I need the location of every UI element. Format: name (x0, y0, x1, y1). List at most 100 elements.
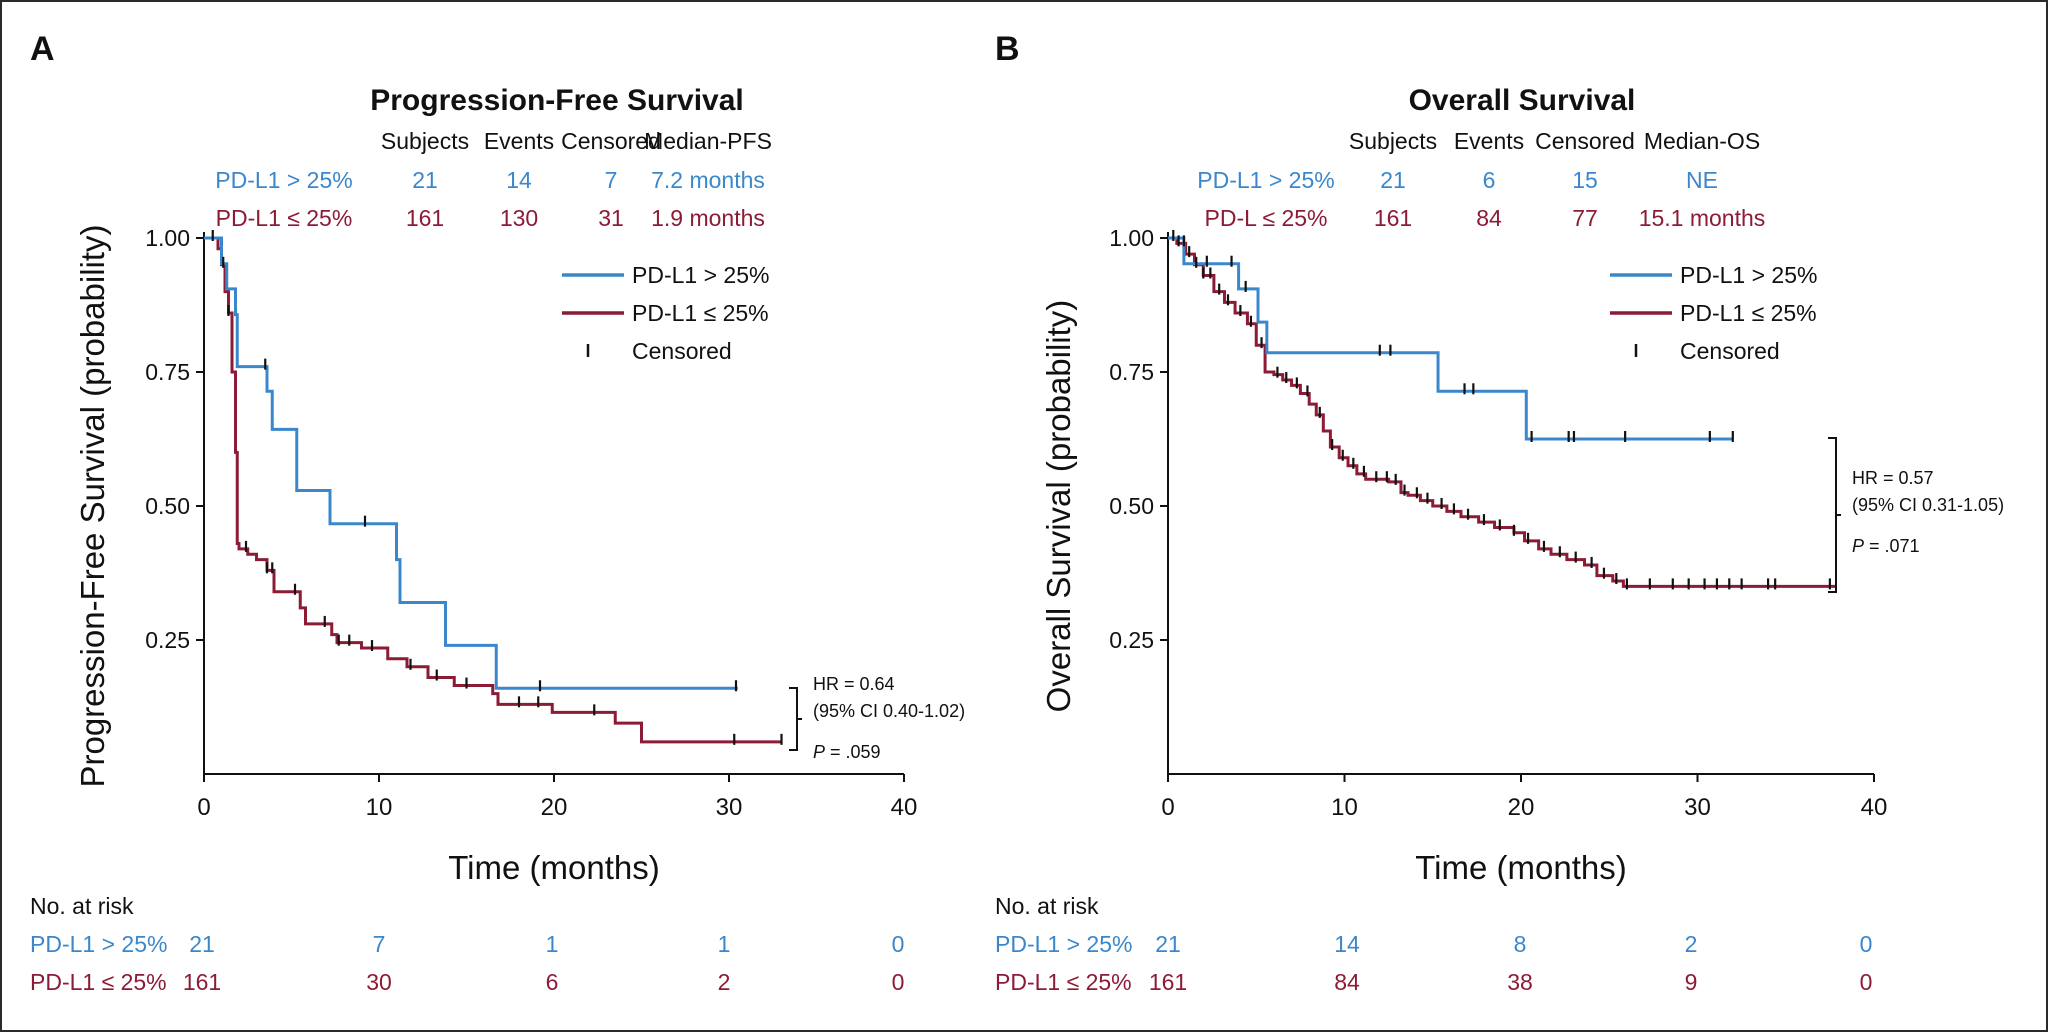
summary-cell: NE (1686, 167, 1718, 193)
summary-cell: 7 (605, 167, 618, 193)
p-label: P (813, 742, 825, 762)
summary-cell: 161 (1374, 205, 1412, 231)
risk-cell: 21 (1155, 931, 1181, 957)
hr-bracket (1828, 437, 1837, 593)
x-tick-label: 10 (1331, 794, 1358, 821)
summary-cell: 31 (598, 205, 624, 231)
survival-curve-high (1168, 236, 1733, 441)
x-axis-label: Time (months) (1415, 849, 1626, 886)
hr-text: HR = 0.64 (813, 674, 895, 694)
risk-row-label: PD-L1 ≤ 25% (30, 969, 167, 995)
risk-cell: 2 (1685, 931, 1698, 957)
panel-letter: B (995, 30, 1020, 68)
hr-bracket (789, 687, 798, 751)
chart-title: Overall Survival (1409, 84, 1636, 117)
summary-cell: 21 (412, 167, 438, 193)
risk-table-title: No. at risk (30, 893, 134, 919)
x-axis-label: Time (months) (448, 849, 659, 886)
risk-cell: 161 (1149, 969, 1187, 995)
summary-header: Events (484, 128, 554, 154)
p-label: P (1852, 536, 1864, 556)
summary-cell: 77 (1572, 205, 1598, 231)
x-tick-label: 0 (1161, 794, 1174, 821)
y-tick-label: 0.50 (145, 493, 190, 519)
risk-table-title: No. at risk (995, 893, 1099, 919)
risk-cell: 84 (1334, 969, 1360, 995)
summary-cell: 130 (500, 205, 538, 231)
y-tick-label: 0.50 (1109, 493, 1154, 519)
risk-cell: 8 (1514, 931, 1527, 957)
summary-row-label: PD-L1 > 25% (1197, 167, 1334, 193)
y-tick-label: 0.75 (1109, 359, 1154, 385)
summary-header: Subjects (1349, 128, 1437, 154)
legend-label: PD-L1 > 25% (632, 262, 769, 288)
risk-cell: 0 (892, 969, 905, 995)
summary-header: Censored (561, 128, 661, 154)
summary-row-label: PD-L1 ≤ 25% (216, 205, 353, 231)
summary-cell: 15.1 months (1639, 205, 1766, 231)
risk-cell: 161 (183, 969, 221, 995)
risk-cell: 14 (1334, 931, 1360, 957)
summary-cell: 161 (406, 205, 444, 231)
summary-header: Median-PFS (644, 128, 772, 154)
x-tick-label: 30 (1684, 794, 1711, 821)
p-value: = .071 (1864, 536, 1920, 556)
x-tick-label: 20 (541, 794, 568, 821)
survival-curve-low (1168, 236, 1836, 588)
summary-header: Median-OS (1644, 128, 1760, 154)
y-tick-label: 1.00 (145, 225, 190, 251)
ci-text: (95% CI 0.31-1.05) (1852, 495, 2004, 515)
legend-label: PD-L1 ≤ 25% (1680, 300, 1817, 326)
panel-b: B Overall Survival Subjects Events Censored M… (995, 30, 2004, 995)
summary-header: Censored (1535, 128, 1635, 154)
hr-text: HR = 0.57 (1852, 468, 1934, 488)
p-value: = .059 (825, 742, 881, 762)
legend-label: PD-L1 ≤ 25% (632, 300, 769, 326)
summary-row-label: PD-L ≤ 25% (1205, 205, 1328, 231)
risk-cell: 0 (1860, 969, 1873, 995)
risk-cell: 6 (546, 969, 559, 995)
survival-curve-high (204, 236, 738, 690)
risk-cell: 0 (892, 931, 905, 957)
x-tick-label: 10 (366, 794, 393, 821)
legend-label: PD-L1 > 25% (1680, 262, 1817, 288)
panel-a: A Progression-Free Survival Subjects Events… (30, 30, 965, 995)
y-axis-label: Overall Survival (probability) (1040, 300, 1077, 713)
x-tick-label: 40 (1861, 794, 1888, 821)
risk-cell: 38 (1507, 969, 1533, 995)
x-tick-label: 30 (716, 794, 743, 821)
survival-curve-low (204, 236, 782, 744)
summary-header: Subjects (381, 128, 469, 154)
summary-row-label: PD-L1 > 25% (215, 167, 352, 193)
y-tick-label: 0.25 (1109, 627, 1154, 653)
legend-label: Censored (632, 338, 732, 364)
chart-title: Progression-Free Survival (370, 84, 743, 117)
risk-cell: 1 (546, 931, 559, 957)
y-tick-label: 0.75 (145, 359, 190, 385)
y-tick-label: 0.25 (145, 627, 190, 653)
legend-label: Censored (1680, 338, 1780, 364)
y-tick-label: 1.00 (1109, 225, 1154, 251)
ci-text: (95% CI 0.40-1.02) (813, 701, 965, 721)
summary-cell: 6 (1483, 167, 1496, 193)
summary-cell: 1.9 months (651, 205, 765, 231)
p-value-text: P = .071 (1852, 536, 1920, 556)
summary-cell: 84 (1476, 205, 1502, 231)
x-tick-label: 0 (197, 794, 210, 821)
panel-letter: A (30, 30, 55, 68)
risk-cell: 21 (189, 931, 215, 957)
p-value-text: P = .059 (813, 742, 881, 762)
risk-row-label: PD-L1 > 25% (995, 931, 1132, 957)
risk-cell: 9 (1685, 969, 1698, 995)
risk-row-label: PD-L1 > 25% (30, 931, 167, 957)
summary-cell: 14 (506, 167, 532, 193)
summary-cell: 21 (1380, 167, 1406, 193)
risk-cell: 2 (718, 969, 731, 995)
x-tick-label: 40 (891, 794, 918, 821)
summary-header: Events (1454, 128, 1524, 154)
risk-cell: 30 (366, 969, 392, 995)
risk-cell: 7 (373, 931, 386, 957)
risk-cell: 1 (718, 931, 731, 957)
